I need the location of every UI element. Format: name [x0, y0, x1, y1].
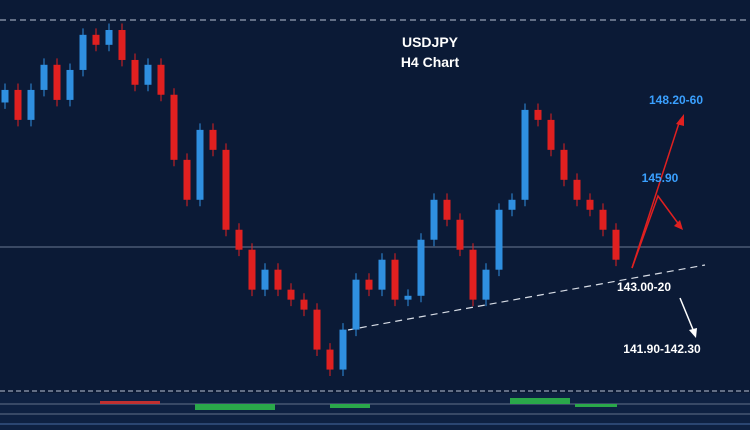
candle-body: [339, 329, 347, 370]
candle-body: [469, 249, 477, 300]
candle-body: [482, 269, 490, 300]
candle-body: [222, 149, 230, 230]
annotation: 148.20-60: [649, 93, 703, 107]
candles: [1, 23, 620, 377]
candle-body: [586, 199, 594, 210]
histogram: [195, 404, 275, 410]
panel: [0, 393, 750, 430]
arrow-head: [676, 114, 684, 126]
arrow: [631, 119, 681, 269]
candle-body: [118, 29, 126, 60]
annotation: 145.90: [642, 171, 679, 185]
arrows: [631, 114, 697, 338]
candle-body: [560, 149, 568, 180]
annotation: 141.90-142.30: [623, 342, 701, 356]
chart-subtitle: H4 Chart: [401, 54, 460, 70]
candle-body: [40, 64, 48, 90]
candle-body: [365, 279, 373, 290]
arrow-head: [689, 328, 697, 338]
candle-body: [547, 119, 555, 150]
trend-line: [347, 264, 706, 331]
candle-body: [404, 295, 412, 300]
histogram: [330, 404, 370, 408]
candle-body: [508, 199, 516, 210]
candle-body: [430, 199, 438, 240]
candle-body: [443, 199, 451, 220]
candle-body: [326, 349, 334, 370]
candle-body: [157, 64, 165, 95]
candle-body: [300, 299, 308, 310]
histogram: [510, 398, 570, 404]
candle-body: [144, 64, 152, 85]
candle-body: [573, 179, 581, 200]
candle-body: [196, 129, 204, 200]
candle-body: [599, 209, 607, 230]
histogram: [100, 401, 160, 404]
candle-body: [92, 34, 100, 45]
candle-body: [53, 64, 61, 100]
arrow: [631, 194, 681, 269]
candle-body: [79, 34, 87, 70]
arrow: [679, 297, 695, 333]
candle-body: [27, 89, 35, 120]
candle-body: [274, 269, 282, 290]
candle-body: [456, 219, 464, 250]
candle-body: [352, 279, 360, 330]
candle-body: [391, 259, 399, 300]
candle-body: [66, 69, 74, 100]
candle-body: [105, 29, 113, 45]
candle-body: [313, 309, 321, 350]
histogram: [575, 404, 617, 407]
candle-body: [248, 249, 256, 290]
candle-body: [287, 289, 295, 300]
arrow-head: [674, 220, 683, 230]
candle-body: [261, 269, 269, 290]
candle-body: [170, 94, 178, 160]
candle-body: [235, 229, 243, 250]
candle-body: [378, 259, 386, 290]
indicator-panel: [0, 390, 750, 430]
candle-body: [417, 239, 425, 296]
candle-body: [1, 89, 9, 103]
candle-body: [521, 109, 529, 200]
candle-body: [612, 229, 620, 260]
annotation: 143.00-20: [617, 280, 671, 294]
candle-body: [131, 59, 139, 85]
candle-body: [495, 209, 503, 270]
candle-body: [209, 129, 217, 150]
candle-body: [534, 109, 542, 120]
chart-title: USDJPY: [402, 34, 459, 50]
candle-body: [183, 159, 191, 200]
candle-body: [14, 89, 22, 120]
